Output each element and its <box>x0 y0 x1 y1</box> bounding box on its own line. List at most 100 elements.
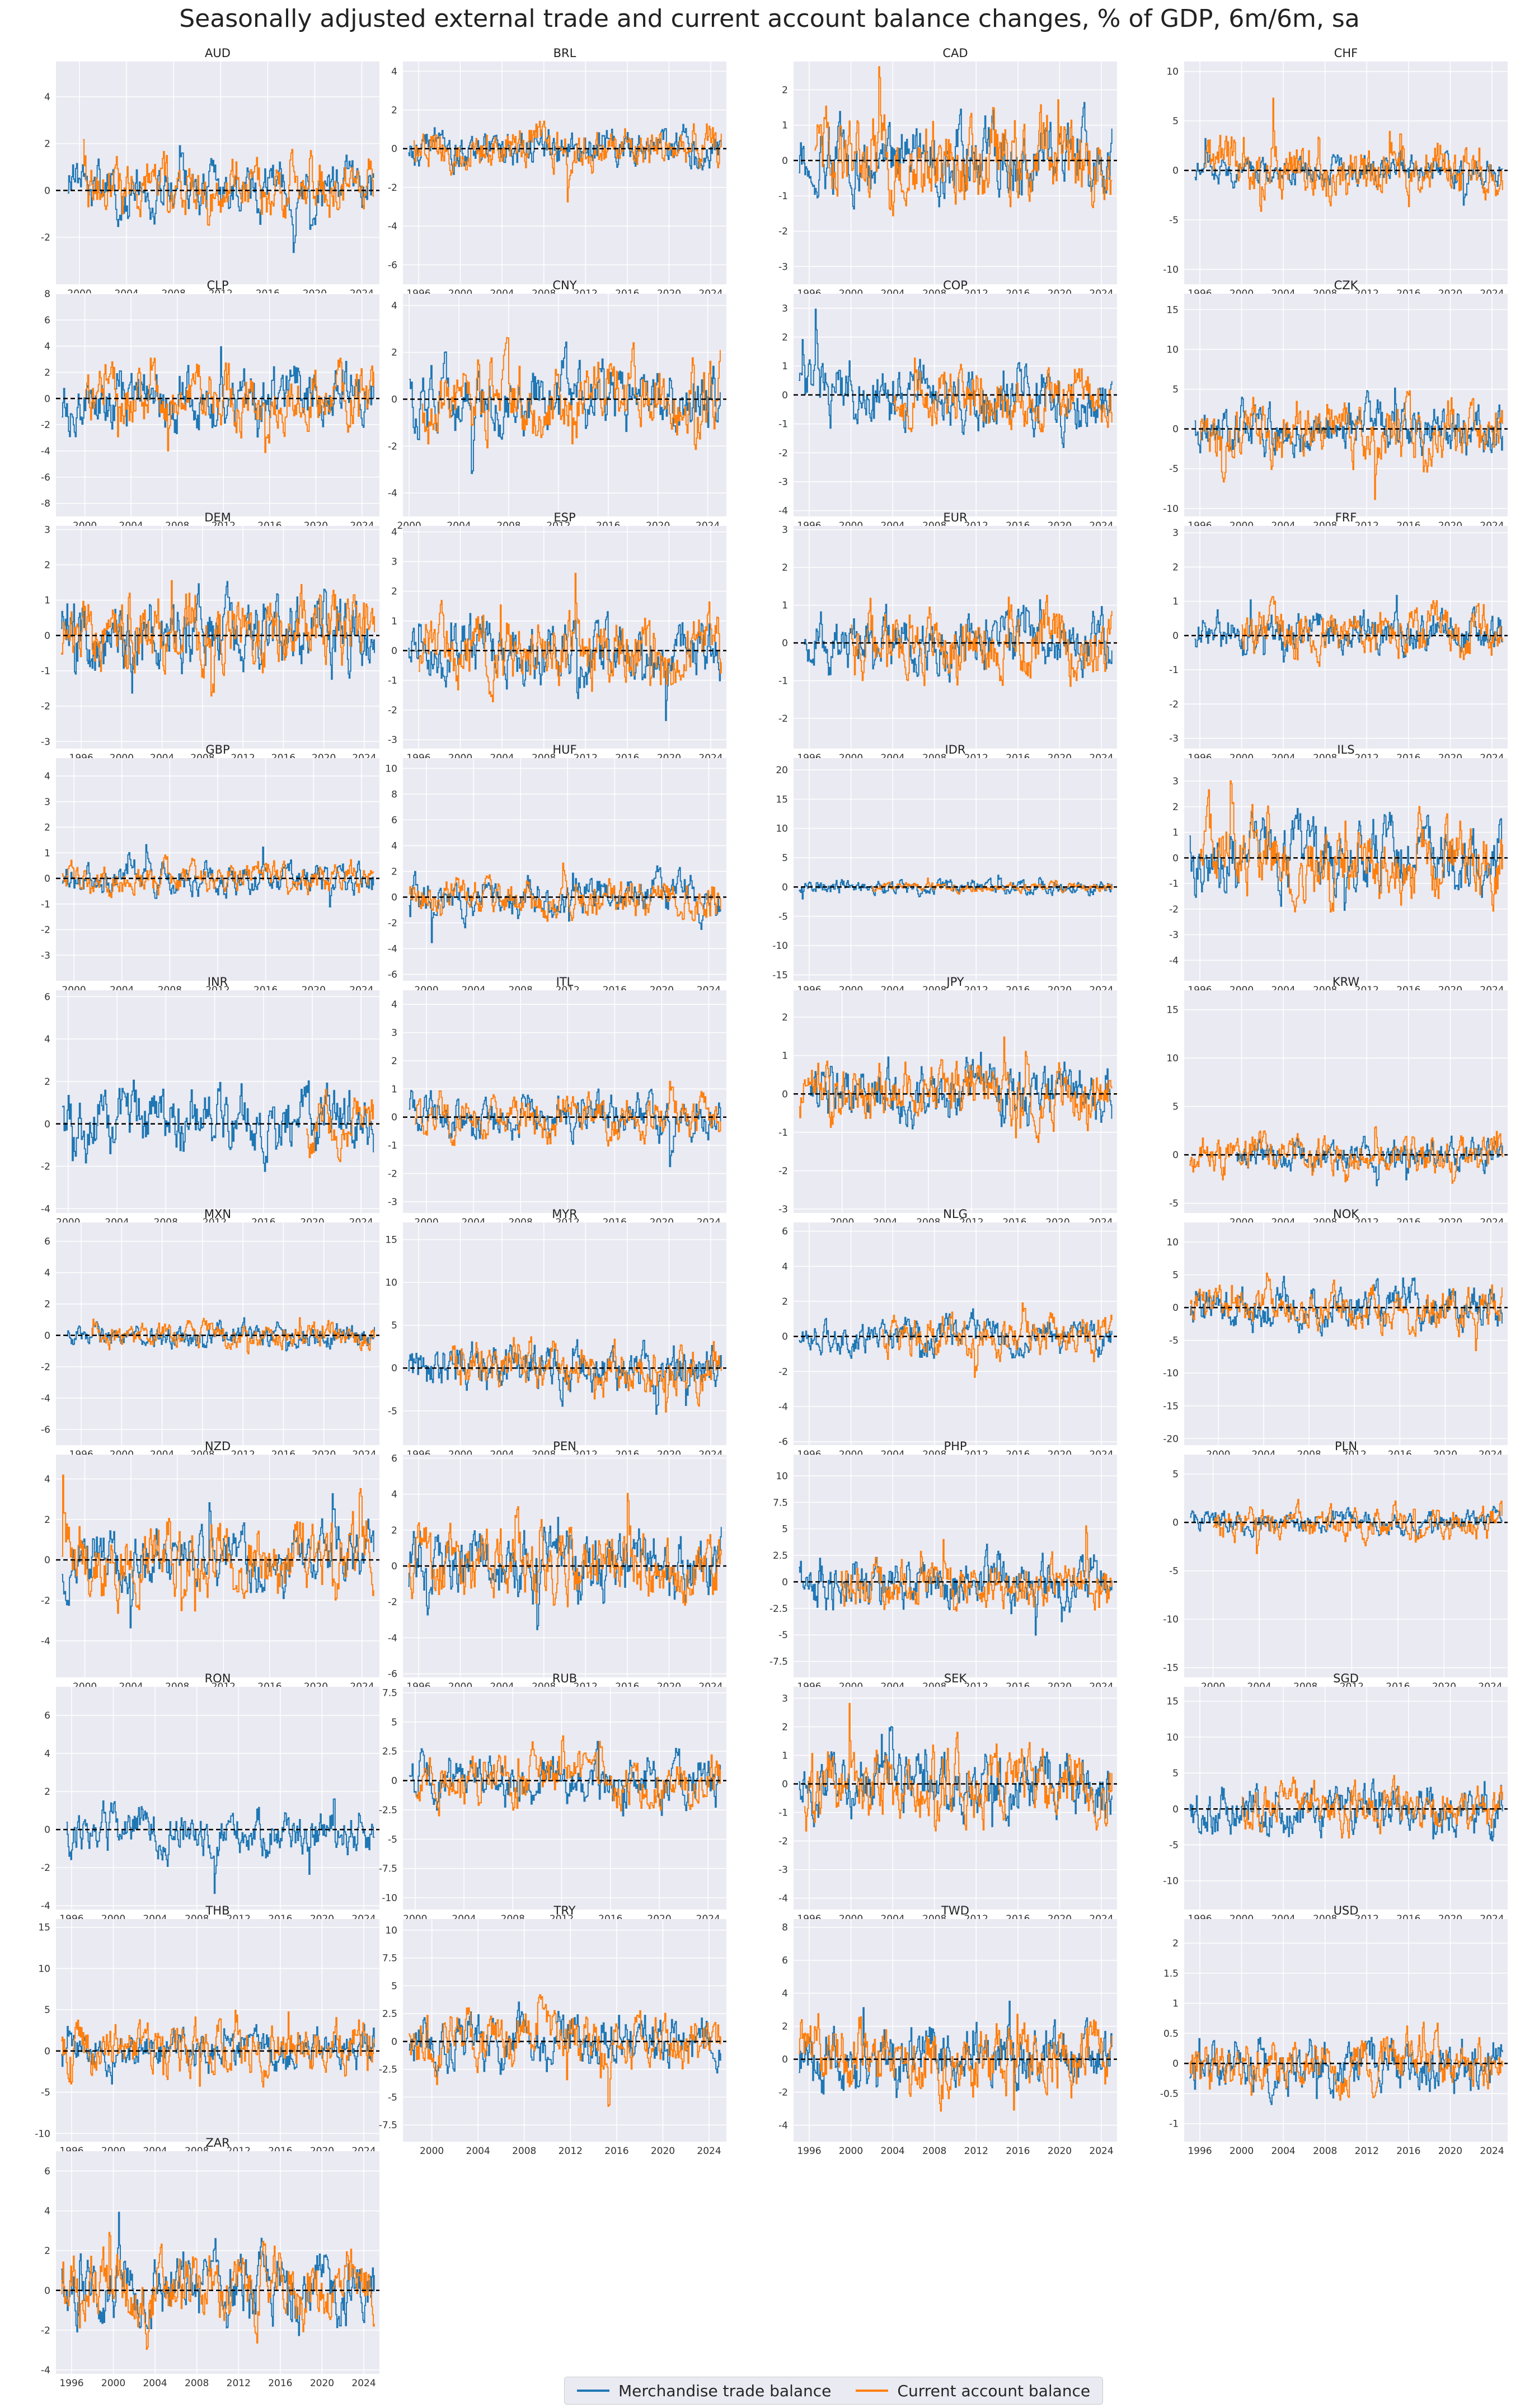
panel-background <box>403 1687 726 1910</box>
series-line-current-account <box>840 1525 1113 1612</box>
y-tick-label: -2 <box>41 701 50 712</box>
y-tick-label: 5 <box>1172 1102 1179 1113</box>
y-tick-label: 6 <box>44 1710 50 1722</box>
y-tick-label: -2 <box>1169 699 1179 710</box>
series-line-current-account <box>409 862 721 922</box>
panel-title: COP <box>943 279 968 292</box>
panel-cop: -4-3-2-101231996200020042008201220162020… <box>778 279 1117 532</box>
series-line-merchandise <box>1194 595 1503 663</box>
y-tick-label: -5 <box>1169 1198 1179 1210</box>
panel-cny: -4-20242000200420082012201620202024CNY <box>388 279 726 532</box>
panel-nlg: -6-4-20246199620002004200820122016202020… <box>778 1207 1117 1460</box>
y-tick-label: 0 <box>782 638 788 649</box>
panel-sek: -4-3-2-101231996200020042008201220162020… <box>778 1672 1117 1925</box>
panel-pen: -6-4-20246199620002004200820122016202020… <box>388 1440 726 1692</box>
panel-inr: -4-202462000200420082012201620202024INR <box>41 975 379 1228</box>
y-tick-label: 4 <box>44 1268 50 1279</box>
y-tick-label: 5 <box>391 1320 397 1332</box>
y-tick-label: -4 <box>778 506 788 517</box>
y-tick-label: 10 <box>776 824 788 835</box>
y-tick-label: 2 <box>782 332 788 344</box>
series-line-merchandise <box>61 2024 375 2085</box>
y-tick-label: 6 <box>391 815 397 826</box>
y-tick-label: 1 <box>1172 596 1179 608</box>
y-tick-label: 10 <box>776 1471 788 1482</box>
y-tick-label: -15 <box>1163 1401 1179 1412</box>
panel-background <box>1184 1455 1508 1677</box>
y-tick-label: -2 <box>778 448 788 459</box>
panel-frf: -3-2-10123199620002004200820122016202020… <box>1169 511 1508 764</box>
x-tick-label: 1996 <box>59 2378 83 2389</box>
series-line-current-account <box>799 2013 1113 2112</box>
y-tick-label: 5 <box>1172 1768 1179 1779</box>
series-line-merchandise <box>62 1493 374 1629</box>
y-tick-label: 10 <box>385 1277 397 1288</box>
y-tick-label: 10 <box>38 1963 50 1974</box>
x-tick-label: 2004 <box>1271 2146 1295 2157</box>
y-tick-label: -2 <box>1169 904 1179 915</box>
panel-title: FRF <box>1335 511 1357 524</box>
y-tick-label: -2 <box>41 1362 50 1373</box>
y-tick-label: -5 <box>1169 1566 1179 1577</box>
panel-background <box>403 1222 726 1445</box>
y-tick-label: -2 <box>41 1863 50 1874</box>
x-tick-label: 2000 <box>839 2146 863 2157</box>
y-tick-label: 0 <box>391 892 397 903</box>
panel-background <box>794 1455 1117 1677</box>
y-tick-label: -4 <box>41 1901 50 1912</box>
y-tick-label: 10 <box>1166 1237 1179 1248</box>
y-tick-label: 0 <box>44 1824 50 1836</box>
x-tick-label: 2012 <box>964 2146 988 2157</box>
y-tick-label: -2 <box>778 1366 788 1377</box>
figure-title: Seasonally adjusted external trade and c… <box>179 4 1360 33</box>
panel-title: ITL <box>556 975 574 989</box>
y-tick-label: -5 <box>388 1406 397 1417</box>
y-tick-label: 5 <box>782 853 788 864</box>
y-tick-label: -2 <box>778 226 788 237</box>
y-tick-label: -10 <box>1163 504 1179 515</box>
y-tick-label: -2 <box>388 182 397 194</box>
y-tick-label: -2 <box>388 1597 397 1608</box>
y-tick-label: -3 <box>778 1865 788 1876</box>
panel-sgd: -10-505101519962000200420082012201620202… <box>1163 1672 1508 1925</box>
y-tick-label: -7.5 <box>770 1657 788 1668</box>
y-tick-label: 0 <box>782 882 788 893</box>
legend-label-merchandise: Merchandise trade balance <box>618 2381 832 2400</box>
y-tick-label: -2 <box>41 1161 50 1173</box>
series-line-current-account <box>1189 2021 1503 2101</box>
panel-title: THB <box>205 1904 229 1917</box>
panel-chf: -10-505101996200020042008201220162020202… <box>1163 46 1508 299</box>
y-tick-label: 15 <box>1166 1696 1179 1708</box>
y-tick-label: -10 <box>1163 1368 1179 1379</box>
panel-background <box>1184 1919 1508 2142</box>
y-tick-label: 0.5 <box>1163 2028 1179 2039</box>
y-tick-label: -4 <box>41 1636 50 1647</box>
y-tick-label: -3 <box>1169 930 1179 941</box>
legend-item-current-account: Current account balance <box>856 2382 1090 2400</box>
y-tick-label: -1 <box>388 1140 397 1151</box>
y-tick-label: 5 <box>1172 1469 1179 1480</box>
panel-title: PLN <box>1335 1440 1357 1453</box>
panel-title: INR <box>208 975 228 989</box>
y-tick-label: -1 <box>778 419 788 430</box>
y-tick-label: 2 <box>782 2021 788 2033</box>
y-tick-label: -6 <box>41 1424 50 1436</box>
panel-background <box>1184 1687 1508 1910</box>
x-tick-label: 2012 <box>227 2378 251 2389</box>
y-tick-label: -4 <box>778 1401 788 1413</box>
y-tick-label: 0 <box>44 1555 50 1566</box>
series-line-current-account <box>1213 1499 1503 1554</box>
y-tick-label: -3 <box>778 261 788 272</box>
x-tick-label: 2024 <box>1089 2146 1113 2157</box>
series-line-current-account <box>91 1317 375 1354</box>
y-tick-label: 3 <box>782 525 788 536</box>
y-tick-label: 0 <box>44 1119 50 1130</box>
panel-title: SEK <box>944 1672 968 1685</box>
y-tick-label: 4 <box>782 1261 788 1272</box>
panel-title: AUD <box>205 46 231 60</box>
series-line-current-account <box>871 877 1113 895</box>
series-line-merchandise <box>799 1544 1113 1636</box>
panel-title: CLP <box>207 279 228 292</box>
panel-title: EUR <box>943 511 967 524</box>
series-line-merchandise <box>1189 2037 1503 2105</box>
